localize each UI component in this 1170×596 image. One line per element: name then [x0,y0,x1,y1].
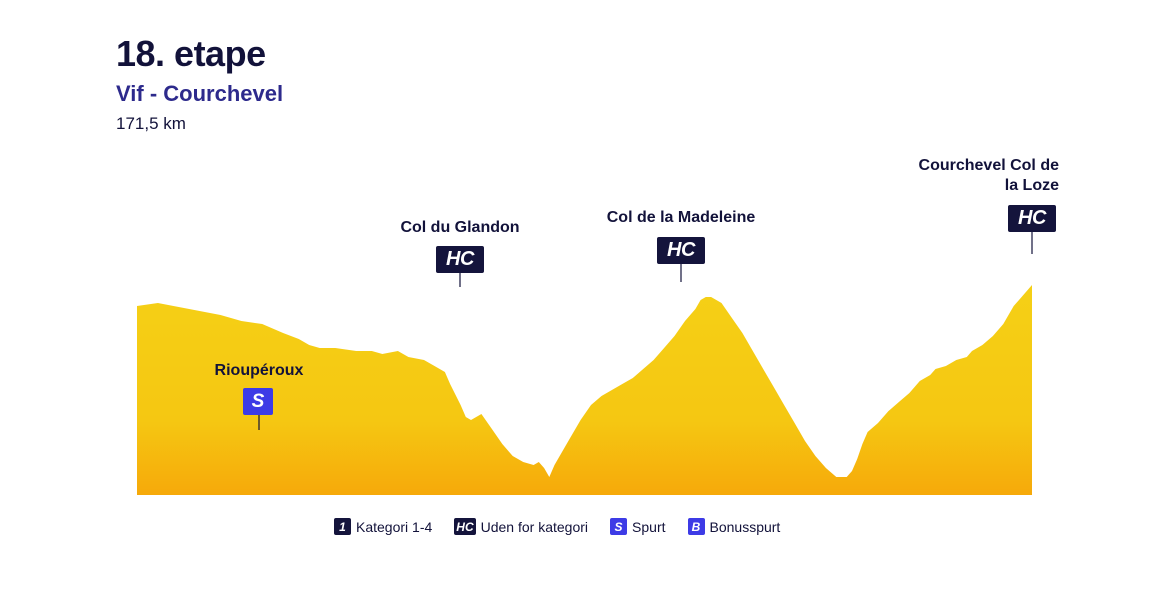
climb-label-loze: Courchevel Col de la Loze [918,157,1059,194]
legend-label-category: Kategori 1-4 [356,518,433,535]
legend-item-bonus: B Bonusspurt [687,518,781,535]
legend-label-sprint: Spurt [632,518,666,535]
hc-badge-glandon: HC [436,246,484,273]
legend-item-category: 1 Kategori 1-4 [334,518,432,535]
legend-label-bonus: Bonusspurt [709,518,781,535]
sprint-badge-icon: S [610,518,628,535]
bonus-sprint-badge-icon: B [687,518,705,535]
legend-label-hc: Uden for kategori [480,518,589,535]
climb-label-riouperoux: Rioupéroux [214,362,304,379]
hc-badge-icon: HC [454,518,476,535]
hc-badge-madeleine: HC [657,237,705,264]
stage-distance: 171,5 km [116,114,186,133]
climb-label-glandon: Col du Glandon [400,219,520,236]
stage-route: Vif - Courchevel [116,81,284,106]
hc-badge-loze: HC [1008,205,1056,232]
legend-item-sprint: S Spurt [610,518,666,535]
sprint-badge-riouperoux: S [243,388,273,415]
elevation-profile-area [137,285,1032,495]
climb-label-madeleine: Col de la Madeleine [606,209,756,226]
legend-item-hc: HC Uden for kategori [454,518,588,535]
category-badge-icon: 1 [334,518,351,535]
legend: 1 Kategori 1-4 HC Uden for kategori S Sp… [334,518,802,535]
stage-title: 18. etape [116,33,266,74]
